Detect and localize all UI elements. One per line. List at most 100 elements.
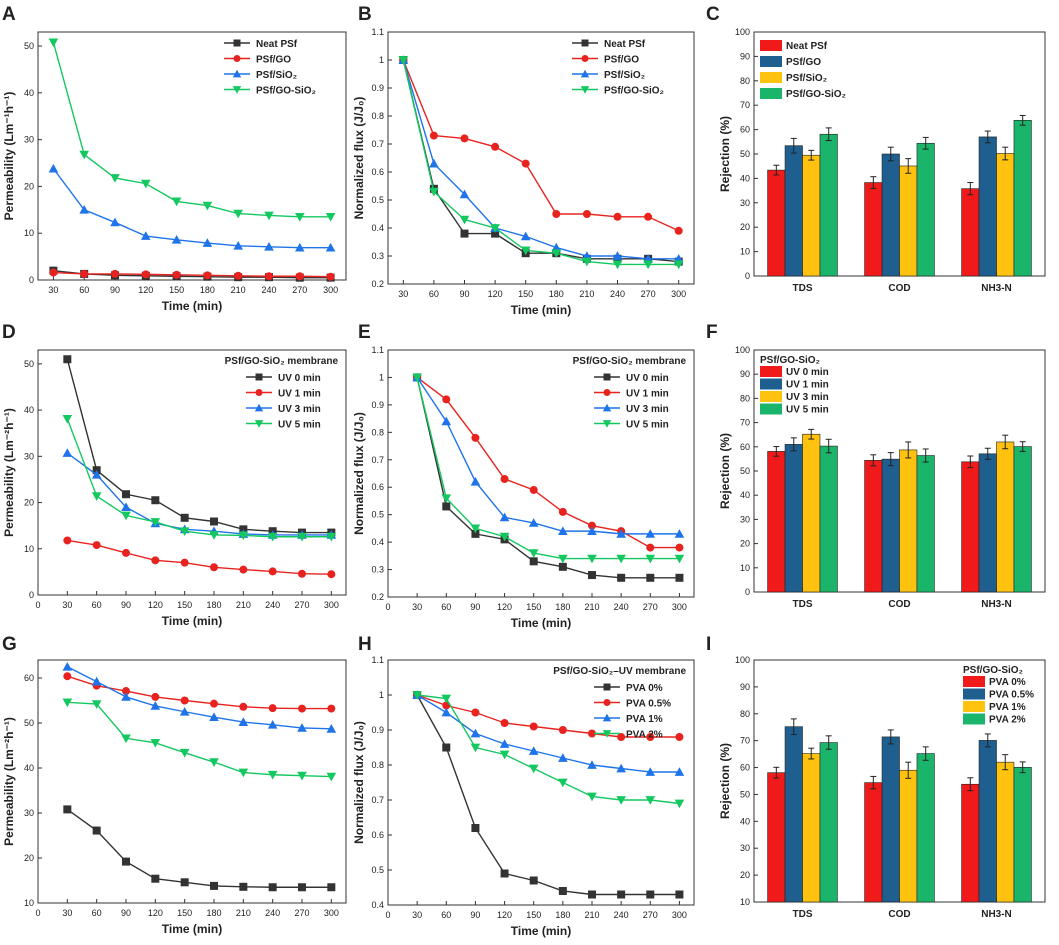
series-2: [62, 448, 337, 539]
x-tick-label: 60: [429, 289, 439, 299]
legend-label: UV 5 min: [278, 420, 321, 431]
x-tick-label: 0: [385, 602, 390, 612]
panel-letter: B: [358, 4, 372, 25]
data-point: [267, 770, 278, 780]
y-tick-label: 80: [740, 709, 750, 719]
legend-marker: [603, 683, 611, 691]
bar: [961, 188, 980, 277]
legend-marker: [603, 699, 611, 706]
data-point: [180, 696, 189, 705]
x-tick-label: 90: [121, 908, 131, 918]
y-tick-label: 50: [24, 41, 34, 51]
data-point: [62, 698, 73, 708]
data-point: [63, 672, 72, 681]
data-point: [582, 251, 592, 260]
x-tick-label: 300: [671, 289, 686, 299]
y-tick-label: 20: [24, 498, 34, 508]
x-tick-label: 180: [200, 285, 215, 295]
y-tick-label: 0.5: [371, 510, 384, 520]
category-label: TDS: [793, 599, 813, 610]
data-point: [645, 554, 656, 564]
x-tick-label: 120: [488, 289, 503, 299]
x-tick-label: 30: [398, 289, 408, 299]
x-tick-label: 270: [643, 910, 658, 920]
panel-b: B 30 60 90 120 150 180 210 240 270 300 Time (min) 0.…: [352, 4, 695, 317]
data-point: [238, 531, 249, 541]
x-tick-label: 240: [261, 285, 276, 295]
x-tick-label: 210: [236, 600, 251, 610]
data-point: [558, 507, 567, 516]
series-line: [52, 42, 331, 218]
series-2: [62, 661, 337, 733]
x-tick-label: 300: [323, 285, 338, 295]
legend-title: PSf/GO-SiO₂–UV membrane: [553, 666, 686, 677]
y-tick-label: 1: [379, 372, 384, 382]
bar: [1013, 120, 1032, 277]
x-tick-label: 180: [206, 908, 221, 918]
y-tick-label: 50: [740, 466, 750, 476]
bar: [996, 153, 1015, 277]
y-tick-label: 60: [740, 442, 750, 452]
data-point: [582, 257, 592, 267]
x-tick-label: 60: [79, 285, 89, 295]
panel-c: C 0 10 20 30 40 50 60 70 80 90 100 Rejection (%) TDS C…: [706, 4, 1046, 294]
bar: [899, 769, 918, 903]
data-point: [209, 712, 219, 721]
data-point: [297, 723, 307, 732]
legend-label: PSf/GO: [256, 55, 291, 66]
bar: [881, 458, 900, 593]
panel-letter: D: [2, 322, 16, 343]
panel-letter: C: [706, 4, 720, 25]
data-point: [179, 706, 190, 716]
y-tick-label: 70: [740, 736, 750, 746]
series-line: [416, 694, 680, 896]
panel-letter: G: [2, 634, 17, 655]
plot-frame-d: [37, 349, 347, 596]
data-point: [327, 704, 336, 713]
data-point: [295, 272, 304, 281]
data-point: [613, 212, 622, 221]
panel-f: F 0 10 20 30 40 50 60 70 80 90 100 Rejection (%) TDS C…: [706, 322, 1046, 610]
x-tick-label: 300: [324, 908, 339, 918]
y-tick-label: 1.1: [371, 345, 384, 355]
y-tick-label: 50: [24, 718, 34, 728]
data-point: [520, 246, 531, 256]
legend-marker: [254, 403, 264, 412]
plot-frame-g: [37, 659, 347, 904]
data-point: [398, 56, 409, 65]
data-point: [91, 676, 102, 686]
data-point: [442, 502, 451, 511]
series-1: [399, 56, 683, 235]
data-point: [675, 733, 684, 741]
bar: [802, 433, 821, 593]
data-point: [441, 694, 452, 704]
data-point: [179, 527, 190, 537]
data-point: [558, 887, 567, 895]
x-tick-label: 240: [610, 289, 625, 299]
y-tick-label: 100: [735, 27, 750, 37]
data-point: [500, 474, 509, 483]
data-point: [558, 526, 568, 535]
legend-swatch: [760, 391, 782, 402]
bar: [899, 165, 918, 277]
data-point: [150, 701, 161, 710]
data-point: [62, 448, 73, 457]
data-point: [327, 570, 336, 579]
panel-letter: H: [358, 634, 372, 655]
x-tick-label: 30: [62, 600, 72, 610]
legend-swatch: [963, 701, 985, 712]
x-tick-label: 240: [614, 602, 629, 612]
y-tick-label: 1.1: [371, 655, 384, 665]
data-point: [233, 241, 243, 250]
y-axis-title: Rejection (%): [718, 433, 732, 509]
bar: [916, 142, 935, 277]
bar: [961, 783, 980, 903]
y-tick-label: 10: [740, 897, 750, 907]
x-tick-label: 210: [231, 285, 246, 295]
data-point: [551, 242, 562, 252]
legend-label: UV 5 min: [626, 420, 669, 431]
legend-label: PVA 0.5%: [626, 699, 671, 710]
panel-e: E 0 30 60 90 120 150 180 210 240 270 300 Time (min) 0…: [352, 322, 695, 630]
data-point: [122, 687, 130, 696]
legend-label: UV 3 min: [626, 404, 669, 415]
